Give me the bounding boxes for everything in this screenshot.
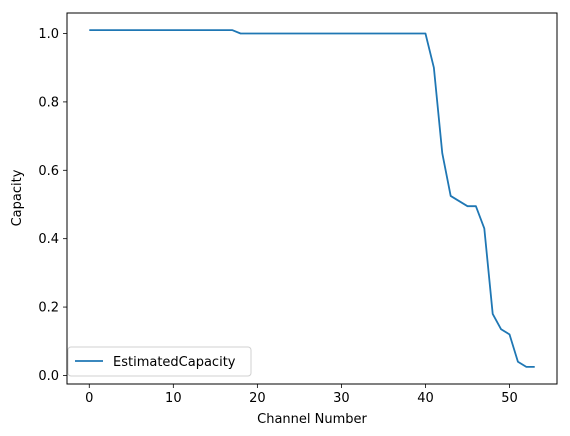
series-layer: [89, 29, 535, 368]
y-tick-label: 1.0: [38, 27, 59, 42]
x-tick-label: 40: [417, 391, 434, 406]
legend-box: [67, 346, 252, 377]
x-tick-label: 30: [333, 391, 350, 406]
x-axis: 0 10 20 30 40 50: [85, 384, 518, 406]
series-line: [89, 29, 535, 368]
x-tick-label: 0: [85, 391, 93, 406]
x-axis-label: Channel Number: [257, 412, 367, 427]
y-tick-label: 0.0: [38, 369, 59, 384]
legend: EstimatedCapacity: [67, 346, 252, 377]
y-axis-label: Capacity: [10, 169, 25, 226]
y-axis: 0.0 0.2 0.4 0.6 0.8 1.0: [38, 27, 67, 384]
plot-area: [66, 12, 558, 385]
y-tick-label: 0.2: [38, 301, 59, 316]
legend-label: EstimatedCapacity: [113, 355, 236, 370]
y-tick-label: 0.8: [38, 95, 59, 110]
x-tick-label: 10: [165, 391, 182, 406]
x-tick-label: 50: [501, 391, 518, 406]
y-tick-label: 0.4: [38, 232, 59, 247]
y-tick-label: 0.6: [38, 164, 59, 179]
x-tick-label: 20: [249, 391, 266, 406]
